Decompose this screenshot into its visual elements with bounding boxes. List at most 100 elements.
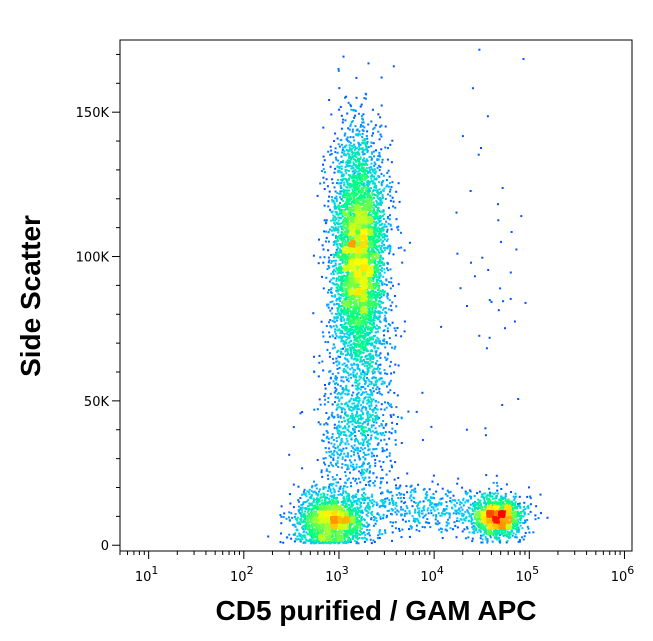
data-point (367, 398, 370, 401)
data-point (359, 181, 362, 184)
data-point (376, 380, 379, 383)
data-point (374, 291, 377, 294)
data-point (366, 142, 368, 145)
data-point (516, 510, 519, 513)
data-point (332, 273, 335, 276)
data-point (377, 113, 380, 116)
data-point (372, 524, 375, 527)
data-point (369, 321, 372, 323)
data-point (359, 356, 362, 359)
data-point (348, 341, 350, 344)
data-point (310, 494, 313, 497)
data-point (489, 494, 492, 497)
data-point (355, 466, 358, 469)
data-point (345, 186, 348, 189)
data-point (344, 132, 347, 135)
data-point (486, 115, 489, 118)
data-point (400, 442, 403, 444)
data-point (342, 159, 345, 162)
data-point (332, 214, 335, 217)
data-point (352, 326, 354, 329)
data-point (380, 422, 383, 425)
data-point (374, 307, 377, 310)
data-point (362, 351, 365, 354)
data-point (319, 503, 321, 506)
data-point (333, 415, 336, 418)
data-point (344, 463, 347, 466)
data-point (382, 218, 385, 220)
data-point (348, 459, 351, 462)
data-point (341, 239, 344, 242)
data-point (335, 451, 338, 454)
data-point (445, 501, 448, 504)
data-point (305, 522, 308, 525)
data-point (335, 197, 338, 200)
data-point (341, 324, 344, 327)
data-point (405, 512, 408, 515)
data-point (330, 484, 333, 487)
data-point (386, 342, 388, 345)
data-point (391, 181, 394, 184)
data-point (376, 206, 379, 209)
data-point (309, 495, 312, 498)
data-point (441, 512, 443, 515)
data-point (368, 419, 371, 422)
data-point (370, 349, 373, 352)
data-point (335, 199, 338, 202)
data-point (345, 542, 348, 544)
data-point (452, 528, 454, 531)
data-point (433, 503, 436, 506)
data-point (370, 290, 372, 293)
data-point (481, 495, 484, 498)
data-point (379, 499, 382, 502)
data-point (353, 329, 356, 332)
data-point (462, 513, 465, 516)
data-point (352, 504, 354, 507)
data-point (328, 485, 331, 488)
data-point (337, 465, 340, 468)
data-point (358, 152, 361, 155)
data-point (365, 347, 368, 350)
data-point (385, 279, 388, 282)
data-point (370, 393, 373, 396)
data-point (344, 327, 347, 330)
data-point (391, 196, 394, 199)
data-point (346, 464, 349, 467)
data-point (359, 176, 362, 179)
data-point (400, 246, 403, 249)
data-point (331, 372, 334, 375)
data-point (333, 140, 336, 143)
data-point (381, 500, 384, 503)
data-point (480, 147, 482, 149)
data-point (346, 206, 349, 209)
data-point (367, 378, 370, 381)
data-point (346, 348, 349, 351)
data-point (461, 508, 464, 511)
data-point (360, 386, 363, 388)
data-point (371, 409, 374, 411)
data-point (345, 358, 347, 361)
data-point (387, 222, 390, 225)
data-point (336, 298, 338, 300)
data-point (353, 406, 356, 409)
data-point (394, 527, 397, 530)
data-point (372, 169, 375, 172)
data-point (335, 440, 338, 443)
data-point (362, 330, 365, 333)
data-point (355, 152, 357, 154)
data-point (345, 207, 348, 210)
data-point (351, 170, 354, 173)
data-point (359, 360, 362, 363)
data-point (336, 474, 338, 476)
data-point (392, 65, 395, 68)
data-point (348, 430, 350, 433)
data-point (310, 509, 313, 512)
data-point (342, 490, 345, 493)
data-point (288, 519, 291, 522)
data-point (340, 175, 343, 178)
data-point (375, 199, 378, 202)
data-point (319, 496, 322, 499)
data-point (288, 453, 291, 456)
data-point (315, 491, 318, 494)
data-point (361, 345, 364, 348)
